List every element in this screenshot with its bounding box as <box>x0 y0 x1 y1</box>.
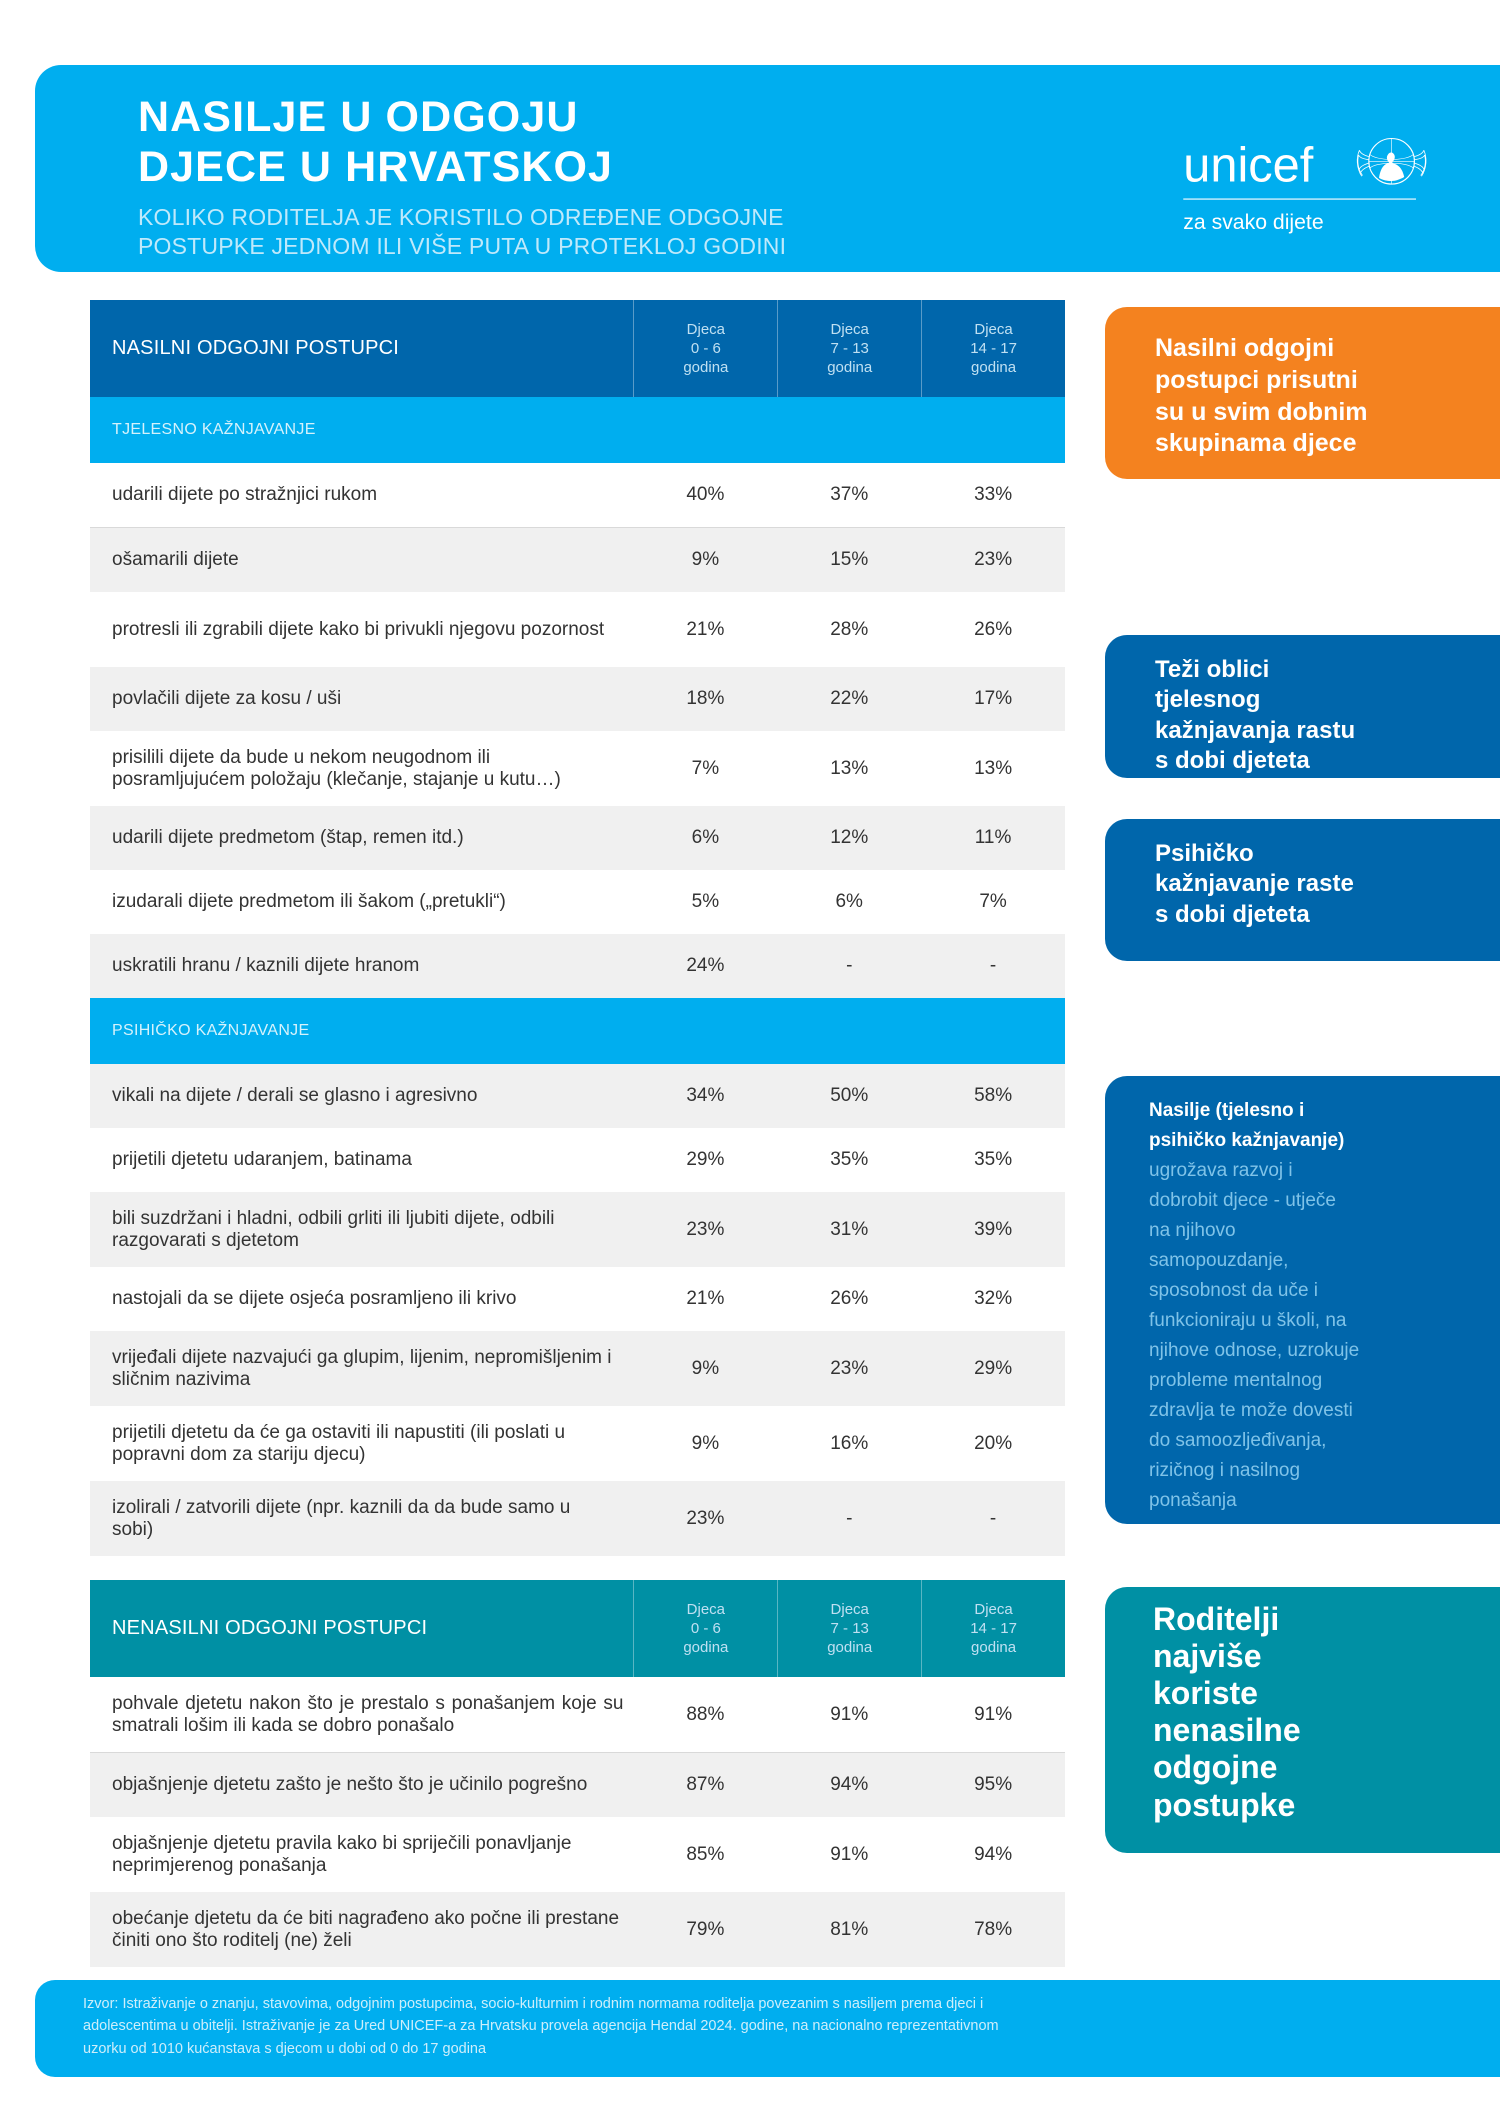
svg-text:za svako dijete: za svako dijete <box>1183 211 1323 234</box>
svg-text:unicef: unicef <box>1183 139 1314 193</box>
